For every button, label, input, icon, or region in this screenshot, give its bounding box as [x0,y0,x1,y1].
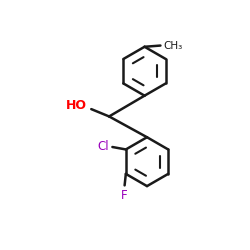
Text: F: F [121,188,128,202]
Text: HO: HO [66,99,87,112]
Text: Cl: Cl [97,140,109,153]
Text: CH₃: CH₃ [163,40,182,50]
